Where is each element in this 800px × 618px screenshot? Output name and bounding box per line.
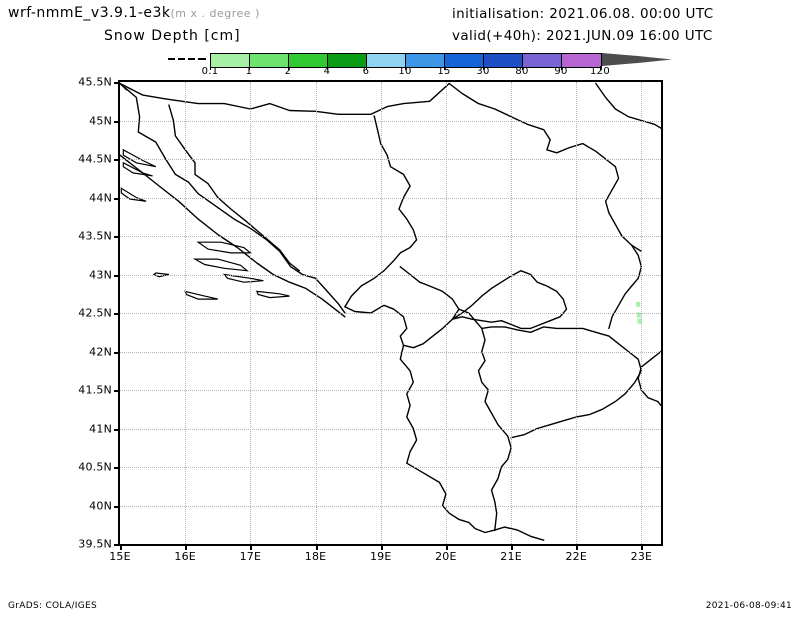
colorbar-swatch-4	[367, 54, 406, 67]
gridline-lon-20	[445, 82, 447, 544]
gridline-lat-43	[120, 274, 661, 276]
xtick-19	[380, 544, 383, 550]
field-title: Snow Depth [cm]	[104, 28, 241, 44]
ytick-41.5	[114, 390, 120, 392]
ylabel-41.5N: 41.5N	[78, 383, 112, 397]
gridline-lat-40.5	[120, 467, 661, 468]
colorbar-swatch-8	[523, 54, 562, 67]
colorbar-tick-120: 120	[590, 66, 610, 77]
ylabel-40N: 40N	[89, 499, 112, 512]
gridline-lat-41	[120, 428, 661, 430]
ylabel-44N: 44N	[89, 191, 112, 204]
xtick-21	[511, 544, 514, 550]
ylabel-43N: 43N	[89, 268, 112, 281]
ytick-40	[114, 505, 120, 508]
xtick-17	[250, 544, 253, 550]
colorbar-tick-2: 2	[284, 66, 292, 77]
colorbar-swatch-6	[445, 54, 484, 67]
colorbar-tick-80: 80	[515, 66, 529, 77]
colorbar-swatch-9	[562, 54, 601, 67]
ylabel-45N: 45N	[89, 114, 112, 127]
xlabel-18E: 18E	[304, 550, 327, 563]
footer-timestamp: 2021-06-08-09:41	[705, 601, 792, 611]
xtick-15	[120, 544, 122, 550]
xtick-23	[641, 544, 644, 550]
xtick-18	[315, 544, 318, 550]
initialisation-time: initialisation: 2021.06.08. 00:00 UTC	[452, 6, 714, 22]
ytick-43	[114, 274, 120, 277]
ylabel-42N: 42N	[89, 345, 112, 358]
ytick-40.5	[114, 467, 120, 469]
colorbar: 0.1 1 2 4 6 10 15 30 80 90 120	[168, 52, 672, 77]
colorbar-swatch-5	[406, 54, 445, 67]
colorbar-under-dashes	[168, 54, 208, 65]
ytick-44	[114, 197, 120, 200]
map-plot-area[interactable]: 39.5N 40N 40.5N 41N 41.5N 42N 42.5N 43N 43.5N 44N…	[78, 76, 663, 563]
colorbar-swatch-1	[250, 54, 289, 67]
ytick-45.5	[114, 82, 120, 84]
colorbar-tick-15: 15	[437, 66, 451, 77]
gridline-lon-21	[511, 82, 513, 544]
colorbar-over-arrow	[602, 53, 672, 66]
snow-depth-field	[636, 301, 642, 324]
ylabel-40.5N: 40.5N	[78, 460, 112, 474]
colorbar-tick-4: 4	[323, 66, 331, 77]
xlabel-15E: 15E	[109, 550, 131, 563]
xtick-16	[185, 544, 188, 550]
gridline-lat-40	[120, 505, 661, 507]
gridline-lat-44.5	[120, 159, 661, 160]
ylabel-43.5N: 43.5N	[78, 229, 112, 243]
ylabel-41N: 41N	[89, 422, 112, 435]
colorbar-tick-6: 6	[362, 66, 370, 77]
xlabel-17E: 17E	[239, 550, 262, 563]
ytick-42	[114, 351, 120, 354]
ylabel-44.5N: 44.5N	[78, 152, 112, 166]
colorbar-tick-90: 90	[554, 66, 568, 77]
gridline-lon-19	[380, 82, 382, 544]
model-name: wrf-nmmE_v3.9.1-e3k	[8, 5, 171, 21]
ylabel-45.5N: 45.5N	[78, 75, 112, 89]
colorbar-tick-30: 30	[476, 66, 490, 77]
model-title: wrf-nmmE_v3.9.1-e3k(m x . degree )	[8, 5, 260, 21]
colorbar-tick-0.1: 0.1	[201, 66, 219, 77]
gridline-lat-45	[120, 120, 661, 122]
valid-time: valid(+40h): 2021.JUN.09 16:00 UTC	[452, 28, 713, 44]
gridline-lat-42	[120, 351, 661, 353]
gridline-lat-44	[120, 197, 661, 199]
ylabel-39.5N: 39.5N	[78, 537, 112, 551]
colorbar-tick-1: 1	[245, 66, 253, 77]
xlabel-16E: 16E	[174, 550, 196, 563]
xlabel-20E: 20E	[435, 550, 457, 563]
ytick-42.5	[114, 313, 120, 315]
gridline-lon-22	[576, 82, 578, 544]
map-canvas: 39.5N 40N 40.5N 41N 41.5N 42N 42.5N 43N 43.5N 44N…	[78, 76, 661, 563]
colorbar-swatch-2	[289, 54, 328, 67]
xlabel-23E: 23E	[630, 550, 653, 563]
gridline-lat-43.5	[120, 236, 661, 237]
colorbar-swatch-3	[328, 54, 367, 67]
model-units: (m x . degree )	[170, 7, 260, 20]
gridline-lon-18	[315, 82, 317, 544]
xlabel-21E: 21E	[500, 550, 522, 563]
colorbar-swatch-0	[211, 54, 250, 67]
colorbar-swatches	[210, 53, 602, 68]
ytick-44.5	[114, 159, 120, 161]
gridline-lon-17	[250, 82, 252, 544]
gridline-lon-23	[641, 82, 643, 544]
colorbar-swatch-7	[484, 54, 523, 67]
ytick-41	[114, 428, 120, 431]
xtick-20	[445, 544, 448, 550]
ytick-45	[114, 120, 120, 123]
colorbar-tick-10: 10	[398, 66, 412, 77]
ylabel-42.5N: 42.5N	[78, 306, 112, 320]
ytick-39.5	[114, 544, 120, 546]
footer-credit: GrADS: COLA/IGES	[8, 601, 97, 611]
xlabel-19E: 19E	[369, 550, 392, 563]
xtick-22	[576, 544, 579, 550]
gridline-lon-16	[185, 82, 187, 544]
gridline-lat-41.5	[120, 390, 661, 391]
gridline-lat-42.5	[120, 313, 661, 314]
xlabel-22E: 22E	[565, 550, 588, 563]
ytick-43.5	[114, 236, 120, 238]
